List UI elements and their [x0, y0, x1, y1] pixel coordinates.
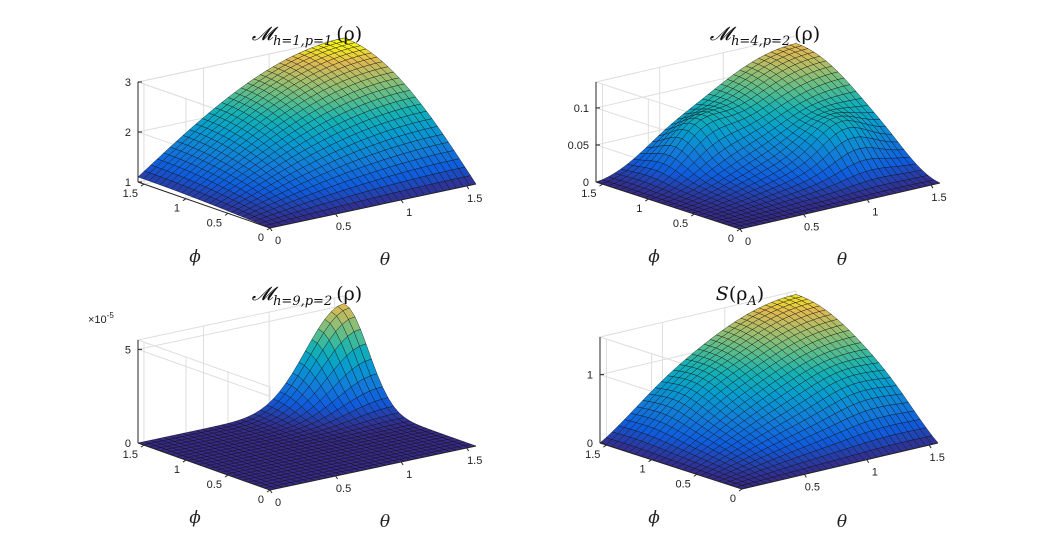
- y-tick-label: 0.5: [207, 217, 222, 229]
- y-tick-label: 1.5: [585, 449, 600, 461]
- axes-lines: [599, 337, 939, 490]
- z-tick-labels: 0 0.05 0.1: [568, 103, 600, 189]
- y-tick-label: 1.5: [581, 188, 596, 200]
- axes-lines: [137, 340, 477, 491]
- y-axis-label: ϕ: [648, 508, 660, 528]
- panel-title: 𝓜h=4,p=2 (ρ): [710, 23, 820, 49]
- y-axis-label: ϕ: [189, 508, 201, 528]
- z-tick-label: 0: [583, 177, 589, 189]
- panel-title: S(ρA): [716, 283, 764, 309]
- x-tick-label: 1.5: [467, 193, 482, 205]
- y-tick-label: 0: [258, 494, 264, 506]
- y-tick-label: 0: [730, 493, 736, 505]
- y-axis-label: ϕ: [189, 247, 201, 267]
- x-axis-label: θ: [837, 250, 847, 270]
- x-tick-label: 0.5: [336, 483, 351, 495]
- x-tick-labels: 0.5 1 1.5: [803, 444, 945, 493]
- z-tick-label: 3: [125, 77, 131, 89]
- x-tick-labels: 0 0.5 1 1.5: [739, 184, 947, 248]
- y-tick-label: 0.5: [676, 478, 691, 490]
- y-tick-label: 0: [728, 233, 734, 245]
- y-tick-labels: 0 0.5 1 1.5: [585, 444, 743, 505]
- z-tick-label: 1: [587, 370, 593, 382]
- y-tick-label: 1: [639, 464, 645, 476]
- x-tick-label: 1: [872, 467, 878, 479]
- surface: [137, 37, 477, 229]
- x-tick-label: 1: [406, 207, 412, 219]
- x-tick-label: 0.5: [804, 221, 819, 233]
- y-tick-label: 1: [174, 464, 180, 476]
- z-tick-label: 0: [125, 438, 131, 450]
- y-tick-label: 1: [174, 203, 180, 215]
- y-tick-label: 1.5: [123, 188, 138, 200]
- x-tick-label: 0: [275, 235, 281, 247]
- z-tick-label: 0: [587, 438, 593, 450]
- y-tick-label: 1.5: [123, 449, 138, 461]
- z-tick-label: 5: [125, 344, 131, 356]
- x-axis-label: θ: [380, 250, 390, 270]
- z-tick-label: 2: [125, 127, 131, 139]
- x-tick-label: 0.5: [336, 221, 351, 233]
- z-tick-labels: 01: [587, 370, 604, 450]
- x-tick-label: 0: [275, 497, 281, 509]
- y-tick-labels: 0 0.5 1 1.5: [123, 183, 271, 244]
- x-tick-label: 1.5: [930, 452, 945, 464]
- z-tick-label: 1: [125, 177, 131, 189]
- x-axis-label: θ: [837, 512, 847, 532]
- panel-title: 𝓜h=1,p=1 (ρ): [252, 23, 362, 49]
- x-tick-label: 1.5: [931, 192, 946, 204]
- z-tick-label: 0.05: [568, 140, 589, 152]
- x-tick-labels: 0 0.5 1 1.5: [269, 447, 482, 509]
- x-tick-label: 0: [745, 236, 751, 248]
- x-tick-label: 1: [872, 207, 878, 219]
- axes-lines: [595, 82, 941, 230]
- z-tick-labels: 05: [125, 344, 142, 450]
- z-tick-labels: 1 2 3: [125, 77, 142, 189]
- panel-title: 𝓜h=9,p=2 (ρ): [252, 283, 362, 309]
- surface: [595, 43, 941, 230]
- x-tick-labels: 0 0.5 1 1.5: [269, 185, 482, 247]
- y-tick-labels: 0 0.5 1 1.5: [123, 444, 271, 506]
- y-tick-label: 0.5: [673, 218, 688, 230]
- x-tick-label: 0.5: [805, 481, 820, 493]
- y-tick-labels: 0 0.5 1 1.5: [581, 183, 741, 245]
- x-tick-label: 1: [406, 469, 412, 481]
- z-tick-label: 0.1: [574, 103, 589, 115]
- x-tick-label: 1.5: [467, 455, 482, 467]
- surface: [137, 303, 477, 491]
- y-axis-label: ϕ: [648, 247, 660, 267]
- y-tick-label: 1: [636, 203, 642, 215]
- y-tick-label: 0: [258, 232, 264, 244]
- z-exponent-label: ×10-5: [88, 311, 114, 326]
- x-axis-label: θ: [380, 512, 390, 532]
- y-tick-label: 0.5: [207, 479, 222, 491]
